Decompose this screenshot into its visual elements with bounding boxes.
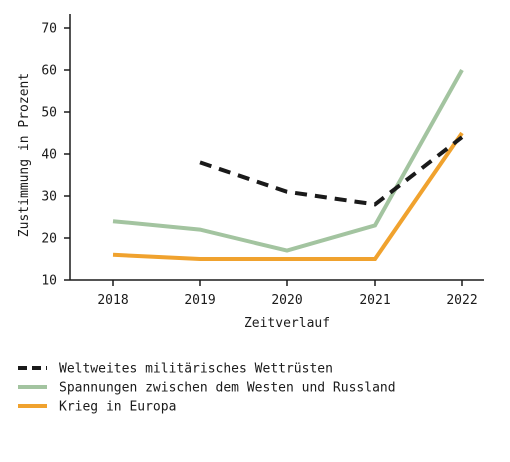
x-tick-label: 2020 <box>271 293 302 308</box>
y-tick-label: 50 <box>41 106 57 121</box>
y-tick-label: 40 <box>41 148 57 163</box>
y-tick-label: 70 <box>41 22 57 37</box>
x-tick-label: 2019 <box>184 293 215 308</box>
x-tick-label: 2018 <box>97 293 128 308</box>
legend-label: Weltweites militärisches Wettrüsten <box>59 362 333 377</box>
y-axis-title: Zustimmung in Prozent <box>17 73 32 237</box>
axes <box>69 14 484 281</box>
y-tick-label: 10 <box>41 274 57 289</box>
y-tick-label: 30 <box>41 190 57 205</box>
series-lines <box>112 69 464 261</box>
legend-label: Krieg in Europa <box>59 400 176 415</box>
x-tick-label: 2021 <box>359 293 390 308</box>
series-line-2 <box>112 69 464 253</box>
y-tick-label: 60 <box>41 64 57 79</box>
series-line-3 <box>112 131 464 261</box>
x-axis-title: Zeitverlauf <box>244 316 330 331</box>
legend-label: Spannungen zwischen dem Westen und Russl… <box>59 381 396 396</box>
y-ticks: 10 20 30 40 50 60 70 <box>41 22 70 289</box>
x-tick-label: 2022 <box>446 293 477 308</box>
y-tick-label: 20 <box>41 232 57 247</box>
x-ticks: 2018 2019 2020 2021 2022 <box>97 280 478 308</box>
series-line-1 <box>199 135 464 207</box>
legend: Weltweites militärisches Wettrüsten Spann… <box>18 362 396 415</box>
